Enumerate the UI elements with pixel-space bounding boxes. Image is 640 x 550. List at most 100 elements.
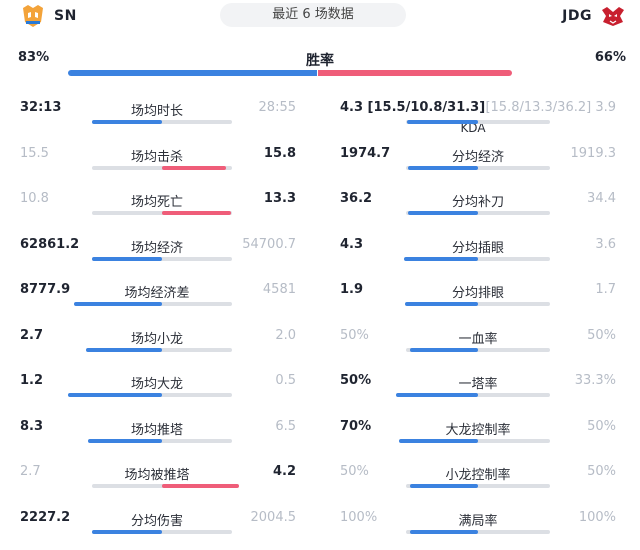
- right-stat-row: 1.9 分均排眼 1.7: [338, 281, 628, 321]
- stat-label: 小龙控制率: [445, 468, 511, 483]
- stat-left-value: 8.3: [20, 418, 44, 434]
- stat-right-value: 50%: [587, 327, 616, 343]
- period-selector[interactable]: 最近 6 场数据: [220, 3, 406, 27]
- right-team[interactable]: JDG: [562, 4, 626, 28]
- stat-bar-right-fill: [162, 484, 239, 488]
- stat-sublabel: KDA: [460, 121, 486, 135]
- stat-right-value: 34.4: [587, 191, 616, 206]
- right-stat-row: 50% 一塔率 33.3%: [338, 372, 628, 412]
- stat-bar-track: [406, 484, 550, 488]
- stat-bar-left-fill: [396, 393, 478, 397]
- stat-label: 场均死亡: [130, 195, 183, 210]
- stat-bar-track: [92, 302, 232, 306]
- stat-bar-track: [406, 211, 550, 215]
- stat-bar-left-fill: [410, 347, 478, 352]
- stat-bar-track: [406, 529, 550, 534]
- stat-label: 场均大龙: [130, 377, 183, 392]
- stat-bar-track: [406, 120, 550, 124]
- stat-label: 大龙控制率: [445, 422, 511, 438]
- stat-label: 场均经济: [130, 240, 183, 256]
- stat-left-value: 50%: [340, 327, 369, 343]
- sn-logo-icon: [23, 5, 43, 27]
- stat-right-value: 1.7: [595, 282, 616, 297]
- period-title: 最近 6 场数据: [272, 7, 354, 22]
- right-stat-row: 50% 一血率 50%: [338, 327, 628, 367]
- stat-bar-left-fill: [399, 438, 478, 443]
- stat-left-value: 2.7: [20, 327, 44, 343]
- stat-bar-left-fill: [407, 120, 478, 124]
- left-team-name: SN: [54, 8, 77, 24]
- stat-left-value: 1.9: [340, 282, 364, 297]
- stat-bar-left-fill: [74, 302, 162, 306]
- stat-left-value: 10.8: [20, 191, 49, 206]
- stat-left-value: 32:13: [20, 100, 62, 115]
- stat-label: 分均插眼: [451, 240, 504, 256]
- stat-right-value: 2004.5: [250, 509, 297, 525]
- left-stat-row: 62861.2 场均经济 54700.7: [16, 236, 306, 276]
- stat-bar-left-fill: [88, 438, 162, 443]
- stat-right-value: 2.0: [275, 327, 296, 343]
- stat-bar-right-fill: [162, 211, 231, 215]
- stat-left-value: 8777.9: [20, 282, 71, 297]
- stat-left-value: 50%: [340, 373, 372, 388]
- stat-bar-left-fill: [68, 393, 162, 397]
- stat-left-value: 1.2: [20, 373, 44, 388]
- stat-label: 分均伤害: [130, 513, 183, 529]
- left-stat-row: 15.5 场均击杀 15.8: [16, 145, 306, 185]
- right-win-bar: [318, 70, 512, 76]
- left-stat-row: 8.3 场均推塔 6.5: [16, 418, 306, 458]
- right-stat-row: 36.2 分均补刀 34.4: [338, 190, 628, 230]
- stat-right-value: 100%: [578, 509, 616, 525]
- stat-bar-track: [92, 529, 232, 534]
- left-stat-row: 32:13 场均时长 28:55: [16, 99, 306, 139]
- left-stat-row: 10.8 场均死亡 13.3: [16, 190, 306, 230]
- stat-bar-track: [406, 347, 550, 352]
- stat-left-value: 4.3 [15.5/10.8/31.3]: [340, 100, 486, 115]
- stat-label: 分均经济: [451, 149, 504, 165]
- stat-left-value: 36.2: [340, 191, 373, 206]
- stat-label: 场均时长: [130, 104, 183, 119]
- stat-bar-left-fill: [405, 302, 478, 306]
- right-stat-row: 50% 小龙控制率 50%: [338, 463, 628, 503]
- stat-right-value: [15.8/13.3/36.2] 3.9: [485, 100, 616, 115]
- stat-bar-track: [92, 120, 232, 124]
- stat-right-value: 3.6: [595, 236, 616, 252]
- stat-right-value: 15.8: [263, 145, 296, 161]
- stat-bar-track: [406, 302, 550, 306]
- right-team-name: JDG: [562, 8, 592, 24]
- stat-bar-track: [406, 165, 550, 170]
- stat-bar-left-fill: [92, 120, 162, 124]
- stat-label: 场均小龙: [130, 331, 183, 347]
- stat-right-value: 50%: [587, 418, 616, 434]
- stat-left-value: 15.5: [20, 145, 49, 161]
- left-win-rate: 83%: [18, 50, 50, 65]
- stat-label: 场均经济差: [124, 286, 190, 301]
- stat-left-value: 62861.2: [20, 236, 80, 252]
- stat-bar-left-fill: [404, 256, 478, 261]
- stat-bar-left-fill: [410, 484, 478, 488]
- stat-label: 分均排眼: [451, 286, 504, 301]
- stat-label: 场均推塔: [130, 422, 183, 438]
- stat-label: 一血率: [458, 331, 498, 347]
- stat-label: 满局率: [458, 513, 498, 529]
- stat-right-value: 1919.3: [570, 145, 617, 161]
- stat-bar-track: [406, 393, 550, 397]
- stat-bar-track: [406, 438, 550, 443]
- win-rate-label: 胜率: [306, 53, 334, 69]
- stat-label: 场均被推塔: [124, 468, 190, 483]
- stat-bar-track: [92, 256, 232, 261]
- left-stat-row: 8777.9 场均经济差 4581: [16, 281, 306, 321]
- stat-left-value: 2.7: [20, 464, 41, 479]
- left-stat-row: 2227.2 分均伤害 2004.5: [16, 509, 306, 549]
- stat-bar-left-fill: [410, 529, 478, 534]
- stat-right-value: 50%: [587, 464, 616, 479]
- left-team[interactable]: SN: [20, 4, 77, 28]
- stat-right-value: 4.2: [272, 464, 296, 479]
- stat-right-value: 33.3%: [574, 373, 616, 388]
- stat-bar-track: [92, 347, 232, 352]
- stat-right-value: 4581: [262, 282, 296, 297]
- stat-right-value: 0.5: [275, 373, 296, 388]
- stat-label: 分均补刀: [451, 195, 504, 210]
- stat-bar-track: [92, 393, 232, 397]
- stat-bar-left-fill: [86, 347, 162, 352]
